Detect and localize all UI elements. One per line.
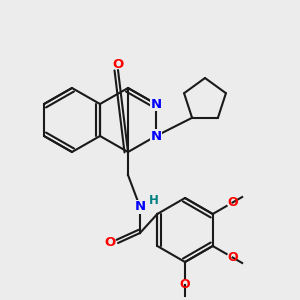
Text: N: N [150,98,162,110]
Text: H: H [149,194,159,208]
Text: O: O [112,58,124,71]
Text: O: O [227,196,238,209]
Text: O: O [104,236,116,250]
Text: N: N [150,130,162,142]
Text: O: O [180,278,190,292]
Text: N: N [134,200,146,214]
Text: O: O [227,251,238,264]
